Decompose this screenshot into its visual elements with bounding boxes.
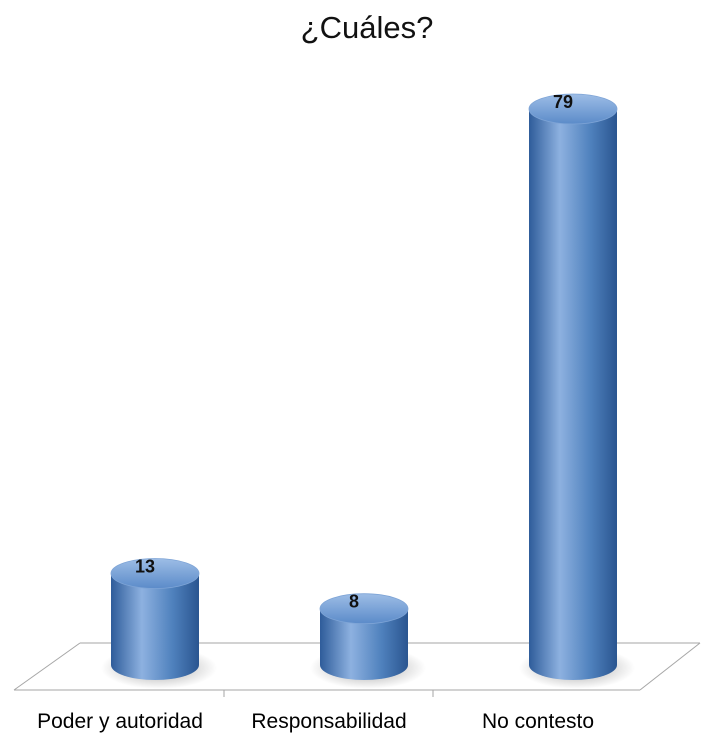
bar-top bbox=[110, 558, 200, 589]
bar-body bbox=[529, 109, 617, 680]
bar-body bbox=[320, 608, 408, 680]
floor-left-edge bbox=[13, 642, 81, 691]
data-label: 13 bbox=[135, 557, 155, 577]
data-label: 8 bbox=[349, 592, 359, 612]
category-label: Responsabilidad bbox=[251, 710, 406, 733]
bar bbox=[310, 593, 426, 689]
bar-top bbox=[319, 593, 409, 625]
bar bbox=[519, 93, 635, 689]
bar-body bbox=[111, 573, 199, 680]
category-label: No contesto bbox=[482, 710, 594, 733]
bars bbox=[101, 93, 635, 689]
category-labels: Poder y autoridad Responsabilidad No conte… bbox=[37, 710, 594, 733]
bar-top bbox=[528, 93, 618, 125]
data-label: 79 bbox=[553, 92, 573, 112]
category-label: Poder y autoridad bbox=[37, 710, 203, 733]
bar bbox=[101, 558, 217, 689]
floor-right-edge bbox=[639, 642, 701, 691]
data-labels: 13 8 79 bbox=[135, 92, 573, 612]
chart-title: ¿Cuáles? bbox=[301, 10, 434, 45]
